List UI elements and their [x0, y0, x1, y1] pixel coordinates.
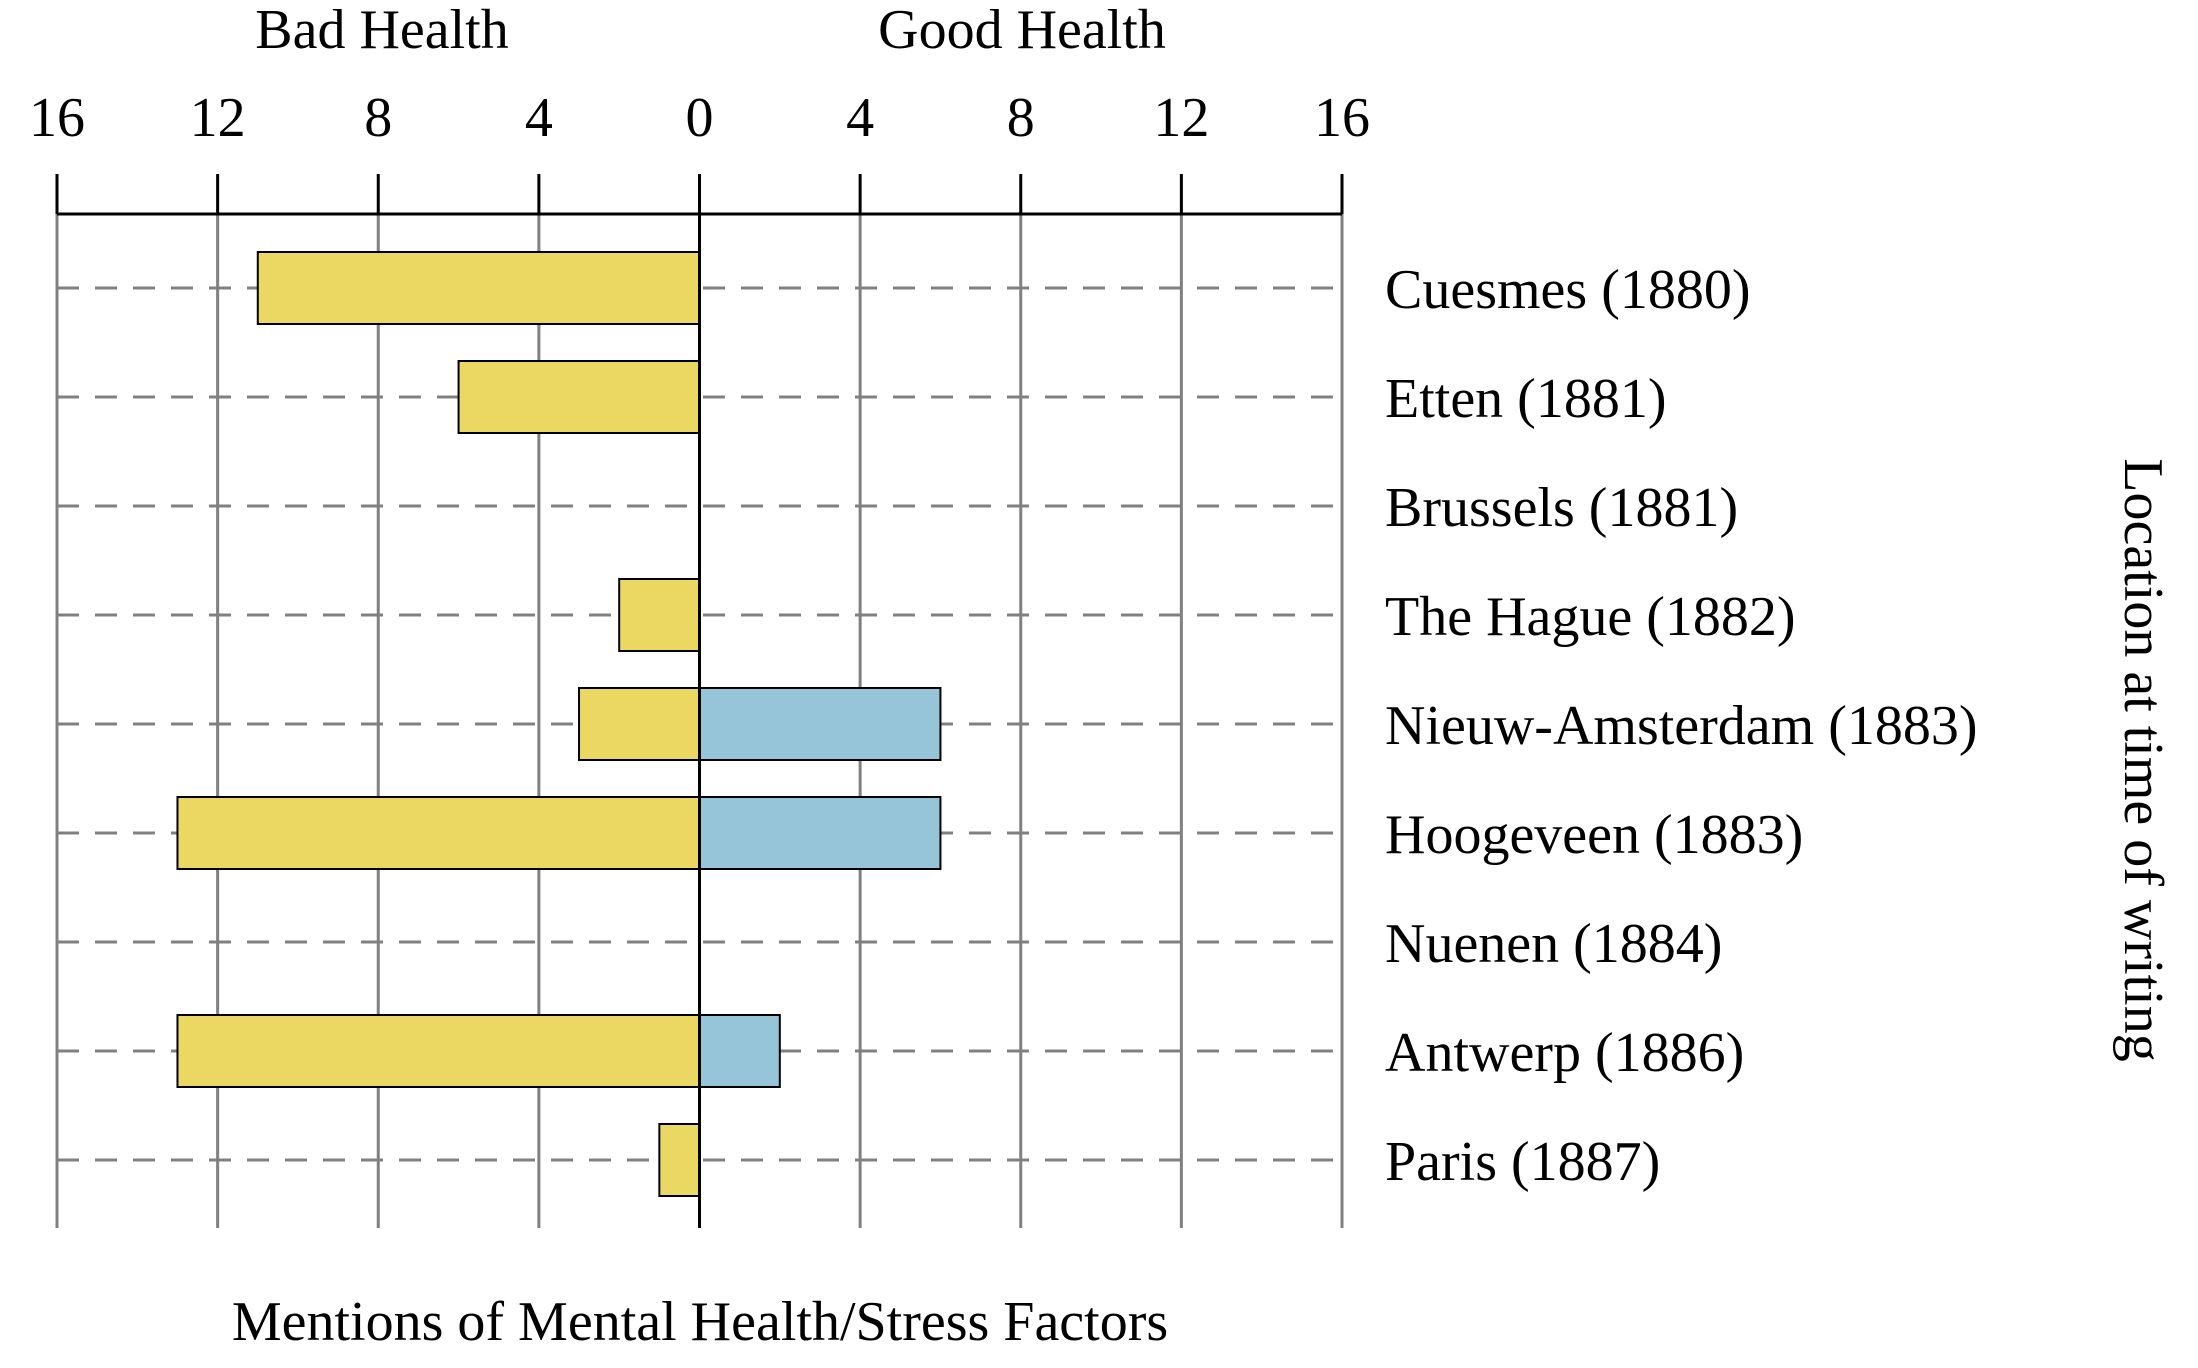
category-label: Nuenen (1884)	[1385, 913, 1722, 975]
x-tick-label: 16	[29, 87, 85, 149]
x-tick-label: 12	[190, 87, 246, 149]
good-health-bar	[698, 1014, 781, 1088]
bad-health-bar	[618, 578, 701, 652]
category-label: The Hague (1882)	[1385, 586, 1796, 648]
bad-health-bar	[578, 687, 701, 761]
category-label: Antwerp (1886)	[1385, 1022, 1744, 1084]
row-guide-layer	[57, 286, 1342, 1162]
x-tick-label: 12	[1153, 87, 1209, 149]
good-health-label: Good Health	[878, 0, 1166, 61]
x-tick-label: 8	[364, 87, 392, 149]
axis-layer: 16 12 8 4 0 4 8 12 16 Cuesmes (1880) Etten (1881) B…	[29, 87, 1978, 1228]
bad-health-bar	[256, 251, 701, 325]
category-label: Nieuw-Amsterdam (1883)	[1385, 695, 1978, 757]
good-health-bar	[698, 687, 942, 761]
bad-health-bar	[457, 360, 701, 434]
bad-health-label: Bad Health	[255, 0, 508, 61]
bad-health-bar	[176, 796, 701, 870]
bad-health-bar	[658, 1123, 701, 1197]
category-label: Hoogeveen (1883)	[1385, 804, 1803, 866]
bad-health-bar	[176, 1014, 701, 1088]
x-tick-label: 4	[525, 87, 553, 149]
category-label: Cuesmes (1880)	[1385, 259, 1751, 321]
x-axis-title: Mentions of Mental Health/Stress Factors	[232, 1291, 1168, 1353]
bar-layer	[176, 251, 942, 1197]
x-tick-label: 4	[846, 87, 874, 149]
y-axis-title: Location at time of writing	[2112, 458, 2174, 1061]
x-tick-label: 8	[1007, 87, 1035, 149]
category-label: Brussels (1881)	[1385, 477, 1738, 539]
category-label: Etten (1881)	[1385, 368, 1666, 430]
good-health-bar	[698, 796, 942, 870]
category-label: Paris (1887)	[1385, 1131, 1660, 1193]
x-tick-label: 0	[686, 87, 714, 149]
x-tick-label: 16	[1314, 87, 1370, 149]
